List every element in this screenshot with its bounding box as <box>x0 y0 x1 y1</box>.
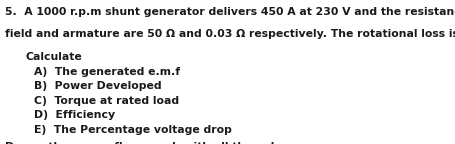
Text: Calculate: Calculate <box>25 52 81 62</box>
Text: B)  Power Developed: B) Power Developed <box>34 81 162 91</box>
Text: Drawn the power flow graph with all the values: Drawn the power flow graph with all the … <box>5 142 296 144</box>
Text: 5.  A 1000 r.p.m shunt generator delivers 450 A at 230 V and the resistance of t: 5. A 1000 r.p.m shunt generator delivers… <box>5 7 455 17</box>
Text: E)  The Percentage voltage drop: E) The Percentage voltage drop <box>34 125 232 134</box>
Text: A)  The generated e.m.f: A) The generated e.m.f <box>34 67 180 77</box>
Text: D)  Efficiency: D) Efficiency <box>34 110 115 120</box>
Text: field and armature are 50 Ω and 0.03 Ω respectively. The rotational loss is: 500: field and armature are 50 Ω and 0.03 Ω r… <box>5 29 455 39</box>
Text: C)  Torque at rated load: C) Torque at rated load <box>34 96 179 106</box>
